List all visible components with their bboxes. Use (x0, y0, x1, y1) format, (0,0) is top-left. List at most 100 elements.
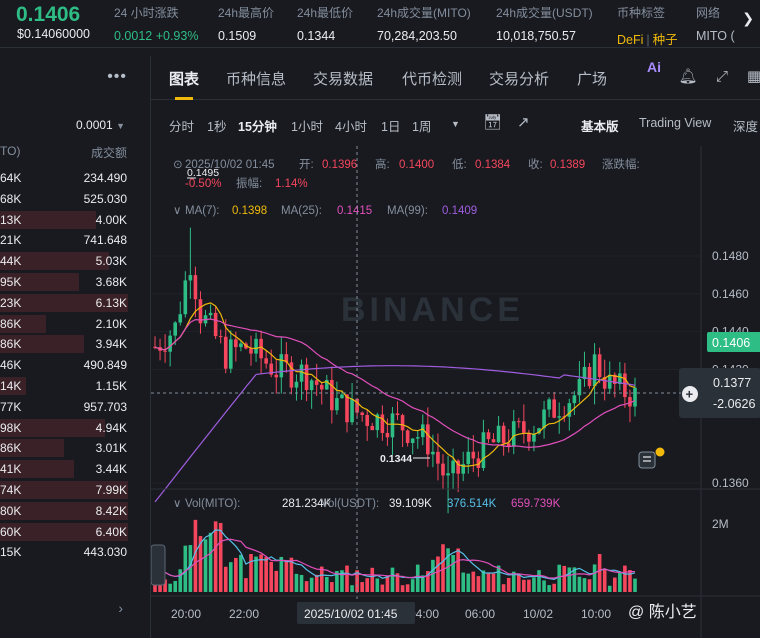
book-row[interactable]: 86K 3.94K (0, 334, 145, 354)
book-row[interactable]: 13K 4.00K (0, 210, 145, 230)
tag-seed[interactable]: 种子 (652, 33, 678, 47)
book-total: 1.15K (95, 379, 127, 393)
candle (506, 429, 511, 453)
book-row[interactable]: 98K 4.94K (0, 418, 145, 438)
scroll-handle[interactable] (151, 544, 166, 586)
tab-token-info[interactable]: 币种信息 (226, 71, 287, 88)
book-row[interactable]: 60K 6.40K (0, 522, 145, 542)
tf-time[interactable]: 分时 (169, 120, 195, 134)
tab-trading-data[interactable]: 交易数据 (313, 71, 374, 88)
expand-icon[interactable]: ⤢ (715, 68, 728, 85)
book-row[interactable]: 80K 8.42K (0, 501, 145, 521)
svg-text:0.1377: 0.1377 (713, 376, 751, 390)
book-row[interactable]: 41K 3.44K (0, 459, 145, 479)
author-watermark: @ 陈小艺 (628, 604, 697, 621)
depth-bar (0, 335, 84, 354)
candle (274, 360, 279, 394)
volume-bar (628, 570, 632, 592)
candle (557, 402, 562, 434)
book-total: 525.030 (83, 191, 127, 206)
volume-bar (597, 554, 602, 592)
depth-bar (0, 210, 96, 229)
tf-15m[interactable]: 15分钟 (238, 120, 277, 134)
book-row[interactable]: 64K 234.490 (0, 168, 145, 188)
time-tick-label: 10:00 (581, 607, 611, 621)
tab-trade-analysis[interactable]: 交易分析 (489, 71, 550, 88)
book-row[interactable]: 23K 6.13K (0, 293, 145, 313)
svg-text:-2.0626: -2.0626 (713, 397, 755, 411)
tab-square[interactable]: 广场 (577, 71, 608, 88)
version-basic[interactable]: 基本版 (581, 120, 619, 134)
version-depth[interactable]: 深度 (733, 120, 759, 134)
book-row[interactable]: 95K 3.68K (0, 272, 145, 292)
version-tradingview[interactable]: Trading View (639, 116, 712, 130)
depth-bar (0, 439, 64, 458)
volume-bar (436, 556, 440, 592)
tf-1d[interactable]: 1日 (381, 120, 401, 134)
volume-bar (350, 585, 354, 592)
book-row[interactable]: 44K 5.03K (0, 251, 145, 271)
book-amount: 41K (0, 462, 22, 477)
price-tick-label: 0.1480 (712, 249, 749, 263)
volume-bar (451, 555, 455, 592)
volume-bar (618, 572, 622, 592)
stat-24h-volume-mito: 24h成交量(MITO) 70,284,203.50 (377, 6, 471, 43)
book-row[interactable]: 21K 741.648 (0, 230, 145, 250)
calendar-icon[interactable]: 📅︎ (483, 114, 503, 131)
tab-chart[interactable]: 图表 (169, 71, 200, 88)
book-row[interactable]: 15K 443.030 (0, 542, 145, 562)
book-total: 490.849 (83, 358, 127, 373)
book-total: 4.00K (95, 212, 127, 227)
volume-bar (254, 556, 258, 592)
book-row[interactable]: 86K 3.01K (0, 438, 145, 458)
volume-bar (304, 581, 309, 592)
cursor-price-tag: 0.1377 -2.0626 (679, 368, 760, 418)
more-options-icon[interactable]: ••• (107, 68, 127, 85)
book-row[interactable]: 14K 1.15K (0, 376, 145, 396)
tab-token-check[interactable]: 代币检测 (402, 71, 463, 88)
candle (592, 343, 597, 405)
tf-1s[interactable]: 1秒 (207, 120, 227, 134)
time-tick-label: 20:00 (171, 607, 201, 621)
ai-icon[interactable]: Ai (647, 59, 661, 75)
volume-bar (511, 571, 516, 592)
book-row[interactable]: 77K 957.703 (0, 397, 145, 417)
depth-bar (0, 522, 128, 541)
book-amount: 46K (0, 358, 22, 373)
indicator-icon[interactable]: ↗ (517, 114, 530, 131)
tf-1h[interactable]: 1小时 (291, 120, 323, 134)
book-total: 6.40K (95, 524, 127, 539)
volume-bar (577, 576, 582, 592)
volume-bar (274, 570, 279, 592)
svg-text:开:: 开: (299, 159, 314, 171)
svg-text:0.1398: 0.1398 (232, 205, 267, 217)
grid-icon[interactable]: ▦ (746, 68, 760, 85)
book-total: 4.94K (95, 420, 127, 435)
chevron-right-icon[interactable]: ❯ (742, 10, 754, 26)
book-row[interactable]: 46K 490.849 (0, 355, 145, 375)
book-amount: 68K (0, 191, 22, 206)
volume-bar (228, 562, 233, 592)
tag-defi[interactable]: DeFi (617, 33, 644, 47)
book-row[interactable]: 74K 7.99K (0, 480, 145, 500)
candle (299, 359, 304, 400)
tf-1w[interactable]: 1周 (412, 120, 432, 134)
bell-icon[interactable]: 🔔︎ (678, 68, 698, 85)
candle (390, 406, 395, 455)
chart-tabs: 图表 币种信息 交易数据 代币检测 交易分析 广场 Ai 🔔︎ ⤢ ▦ (151, 56, 760, 100)
notes-icon[interactable] (638, 447, 665, 469)
book-row[interactable]: 68K 525.030 (0, 189, 145, 209)
order-book: ••• 0.0001 ▼ TO) 成交额 64K 234.490 68K 525.03… (0, 56, 145, 638)
svg-text:659.739K: 659.739K (511, 498, 561, 510)
time-tick-label: 10/02 (523, 607, 553, 621)
precision-select[interactable]: 0.0001 ▼ (76, 118, 125, 132)
chevron-right-icon[interactable]: › (118, 600, 123, 616)
time-tick-label: 22:00 (229, 607, 259, 621)
book-row[interactable]: 86K 2.10K (0, 314, 145, 334)
tf-4h[interactable]: 4小时 (335, 120, 367, 134)
tf-more-chevron-icon[interactable]: ▼ (451, 119, 460, 129)
volume-bar (178, 569, 183, 592)
add-alert-icon[interactable]: + (682, 386, 698, 402)
kline-chart[interactable]: BINANCE ⊙ 2025/10/02 01:45 开: 0.1396 高: … (151, 146, 760, 638)
candle (415, 430, 420, 449)
